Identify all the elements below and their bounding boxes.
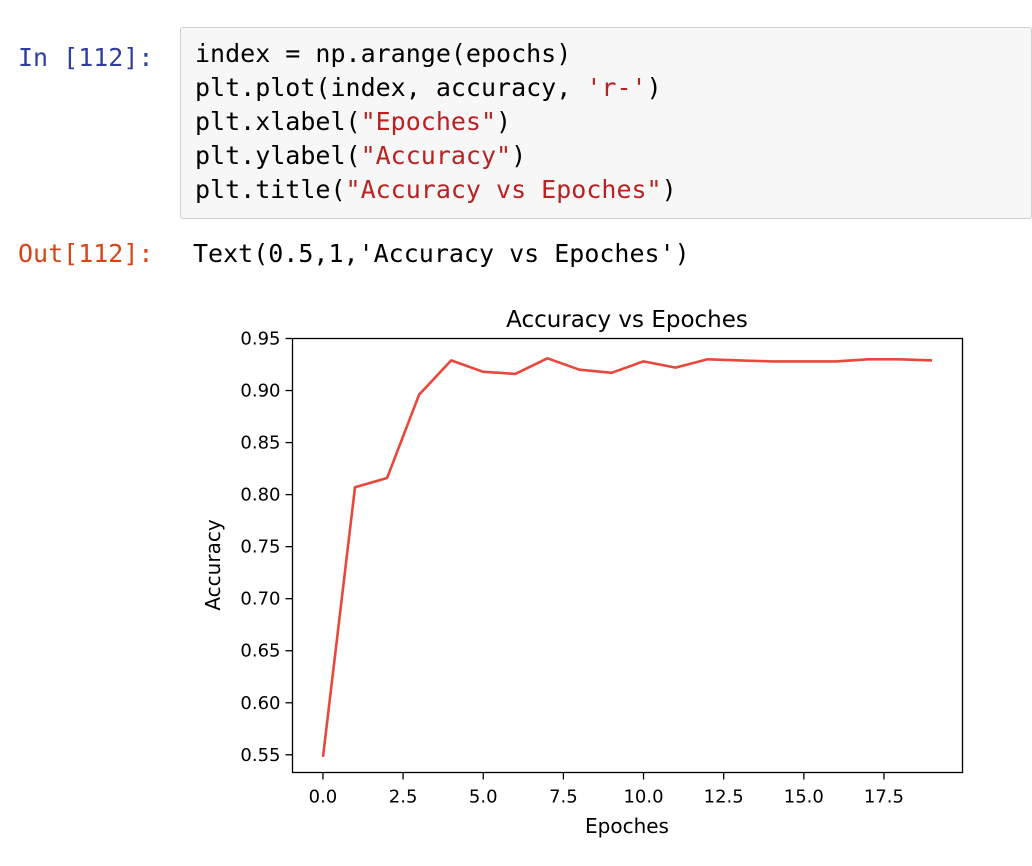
- x-tick-label: 0.0: [309, 787, 338, 808]
- code-token: plt.plot(index, accuracy,: [195, 73, 587, 102]
- code-input-area[interactable]: index = np.arange(epochs) plt.plot(index…: [180, 27, 1032, 219]
- chart-title: Accuracy vs Epoches: [506, 307, 748, 333]
- x-tick-label: 12.5: [704, 787, 744, 808]
- code-token: ): [646, 73, 662, 102]
- y-tick-label: 0.75: [240, 537, 280, 558]
- x-tick-label: 7.5: [549, 787, 578, 808]
- code-line: plt.title("Accuracy vs Epoches"): [195, 175, 677, 204]
- plot-frame: [291, 337, 964, 774]
- input-prompt: In [112]:: [18, 43, 154, 72]
- y-tick-label: 0.65: [240, 641, 280, 662]
- code-string-token: "Accuracy": [360, 141, 512, 170]
- code-line: plt.plot(index, accuracy, 'r-'): [195, 73, 662, 102]
- output-prompt: Out[112]:: [18, 239, 154, 268]
- code-token: plt.ylabel(: [195, 141, 361, 170]
- x-tick-label: 15.0: [784, 787, 824, 808]
- code-line: plt.ylabel("Accuracy"): [195, 141, 526, 170]
- code-string-token: "Epoches": [360, 107, 497, 136]
- y-tick-label: 0.95: [240, 329, 280, 350]
- y-tick-label: 0.85: [240, 433, 280, 454]
- y-axis-label: Accuracy: [201, 519, 225, 610]
- y-tick-label: 0.90: [240, 381, 280, 402]
- code-text[interactable]: index = np.arange(epochs) plt.plot(index…: [195, 37, 677, 207]
- code-line: plt.xlabel("Epoches"): [195, 107, 511, 136]
- y-tick-label: 0.70: [240, 589, 280, 610]
- code-token: index = np.arange(epochs): [195, 39, 572, 68]
- code-token: ): [496, 107, 512, 136]
- accuracy-series-line: [321, 356, 933, 758]
- x-tick-label: 10.0: [623, 787, 663, 808]
- code-string-token: "Accuracy vs Epoches": [345, 175, 662, 204]
- code-token: plt.xlabel(: [195, 107, 361, 136]
- code-token: plt.title(: [195, 175, 346, 204]
- x-tick-label: 5.0: [469, 787, 498, 808]
- x-tick-label: 2.5: [389, 787, 418, 808]
- axis-ticks: 0.0 2.5 5.0 7.5 10.0 12.5 15.0 17.5 0.55 0.60 0.65…: [240, 329, 904, 808]
- output-text: Text(0.5,1,'Accuracy vs Epoches'): [193, 239, 690, 268]
- y-tick-label: 0.60: [240, 693, 280, 714]
- code-token: ): [661, 175, 677, 204]
- x-axis-label: Epoches: [585, 814, 669, 838]
- y-tick-label: 0.55: [240, 745, 280, 766]
- y-tick-label: 0.80: [240, 485, 280, 506]
- series-lines: [321, 356, 933, 758]
- code-line: index = np.arange(epochs): [195, 39, 571, 68]
- x-tick-label: 17.5: [864, 787, 904, 808]
- code-token: ): [511, 141, 527, 170]
- code-string-token: 'r-': [586, 73, 647, 102]
